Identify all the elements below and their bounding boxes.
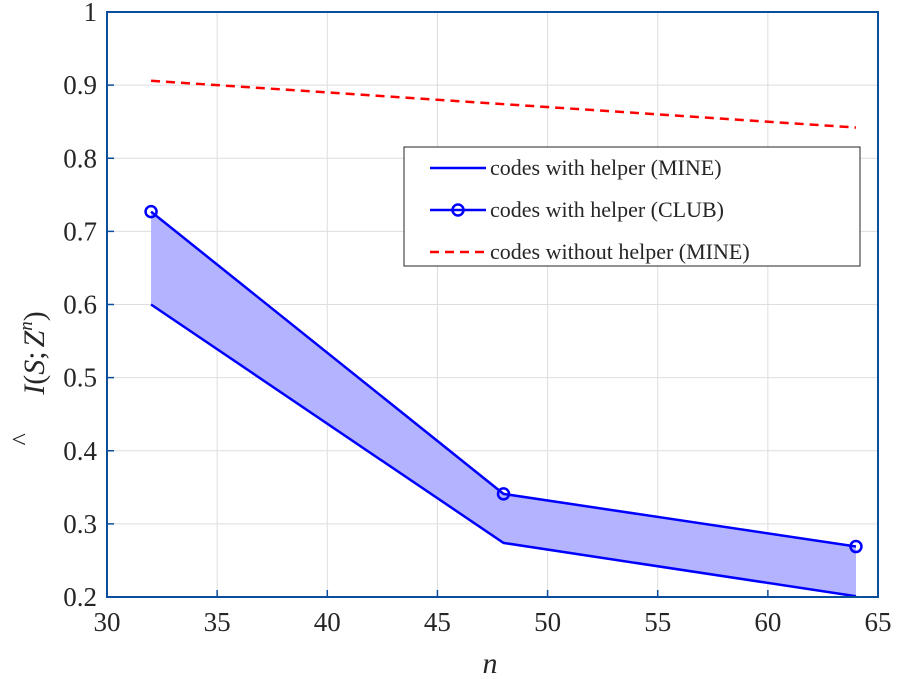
y-label-Z: Z: [18, 330, 51, 347]
y-tick-label: 1: [84, 0, 98, 27]
y-label-hat: ^: [7, 433, 36, 446]
y-tick-label: 0.4: [63, 436, 97, 466]
legend: codes with helper (MINE) codes with helpe…: [403, 146, 861, 267]
y-label-open-paren: (: [18, 375, 51, 385]
grid-lines: [106, 11, 879, 598]
x-tick-label: 65: [865, 607, 892, 637]
series-lines-group: [144, 79, 863, 598]
y-tick-label: 0.5: [63, 363, 97, 393]
x-tick-label: 55: [644, 607, 671, 637]
shaded-gap-region: [151, 211, 856, 597]
x-tick-label: 40: [314, 607, 341, 637]
series-marker-2: [144, 204, 158, 219]
y-tick-label: 0.8: [63, 143, 97, 173]
x-axis-label: n: [483, 647, 498, 679]
plot-area-frame: [106, 11, 879, 598]
svg-text:I(S;Zn): I(S; Zn): [16, 311, 51, 396]
y-axis-label: I(S; Zn) ^: [7, 311, 51, 446]
legend-marker-2: [451, 203, 465, 217]
y-tick-label: 0.2: [63, 582, 97, 612]
legend-label-1: codes with helper (MINE): [490, 155, 722, 180]
x-tick-label: 35: [204, 607, 231, 637]
series-marker-2: [849, 539, 863, 554]
y-label-close-paren: ): [18, 311, 51, 321]
y-tick-label: 0.3: [63, 509, 97, 539]
x-tick-label: 60: [754, 607, 781, 637]
legend-label-2: codes with helper (CLUB): [490, 197, 724, 222]
series-line-2: [150, 210, 857, 548]
x-tick-label: 50: [534, 607, 561, 637]
fill-region-group: [151, 211, 856, 597]
x-tick-label: 30: [94, 607, 121, 637]
y-tick-label: 0.6: [63, 290, 97, 320]
y-label-superscript: n: [16, 321, 37, 331]
series-marker-2: [496, 487, 511, 501]
legend-label-3: codes without helper (MINE): [490, 239, 750, 264]
series-line-3: [150, 79, 857, 129]
y-tick-label: 0.9: [63, 70, 97, 100]
x-tick-label: 45: [424, 607, 451, 637]
y-label-S: S: [18, 360, 51, 375]
y-tick-label: 0.7: [63, 216, 97, 246]
series-line-1: [150, 303, 857, 598]
x-tick-labels: 30 35 40 45 50 55 60 65: [94, 607, 892, 637]
y-label-I: I: [18, 383, 51, 396]
y-tick-labels: 0.2 0.3 0.4 0.5 0.6 0.7 0.8 0.9 1: [63, 0, 97, 612]
y-label-separator: ;: [18, 351, 51, 359]
